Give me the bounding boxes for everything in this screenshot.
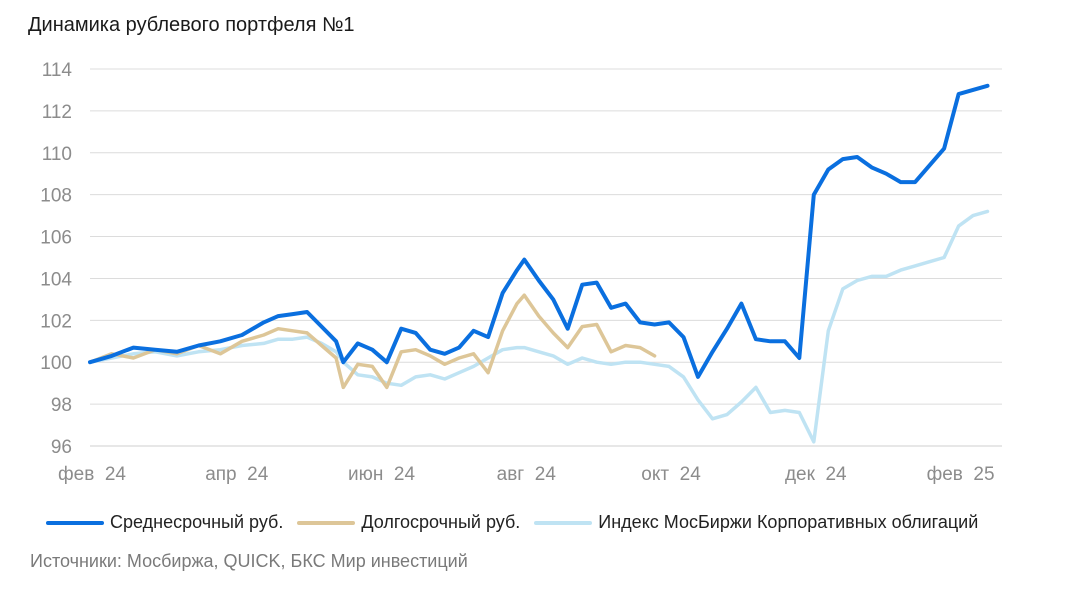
y-tick-label: 114: [42, 60, 73, 81]
legend-item-corp-bond-index: Индекс МосБиржи Корпоративных облигаций: [534, 512, 978, 533]
x-tick-label: фев 25: [927, 464, 995, 485]
legend-swatch-corp-bond-index: [534, 520, 593, 525]
legend-label-long-term: Долгосрочный руб.: [361, 512, 521, 532]
series-lines: [88, 83, 990, 444]
y-tick-label: 102: [40, 311, 72, 332]
legend-label-medium-term: Среднесрочный руб.: [110, 512, 284, 532]
y-tick-label: 106: [40, 228, 72, 249]
legend-swatch-medium-term: [46, 520, 104, 525]
chart-title: Динамика рублевого портфеля №1: [28, 14, 355, 36]
x-axis-ticks: фев 24 апр 24 июн 24 авг 24 окт 24 дек 24 фев …: [58, 464, 995, 485]
legend: Среднесрочный руб. Долгосрочный руб. Инд…: [46, 512, 992, 533]
legend-item-medium-term: Среднесрочный руб.: [46, 512, 283, 533]
y-tick-label: 112: [42, 102, 72, 123]
x-tick-label: апр 24: [205, 464, 269, 485]
series-line-corp-bond-index: [88, 209, 990, 444]
y-tick-label: 110: [42, 144, 72, 165]
legend-item-long-term: Долгосрочный руб.: [297, 512, 520, 533]
y-tick-label: 104: [40, 269, 72, 290]
source-note: Источники: Мосбиржа, QUICK, БКС Мир инве…: [30, 551, 468, 571]
x-tick-label: окт 24: [641, 464, 701, 485]
y-axis-ticks: 96 98 100 102 104 106 108 110 112 114: [40, 60, 72, 458]
x-tick-label: июн 24: [348, 464, 415, 485]
y-tick-label: 96: [51, 437, 72, 458]
x-tick-label: дек 24: [785, 464, 847, 485]
y-tick-label: 108: [40, 186, 72, 207]
legend-label-corp-bond-index: Индекс МосБиржи Корпоративных облигаций: [598, 512, 979, 532]
y-tick-label: 98: [51, 395, 72, 416]
y-tick-label: 100: [40, 353, 72, 374]
gridlines: [90, 68, 1002, 447]
x-tick-label: авг 24: [497, 464, 557, 485]
series-line-long-term: [88, 293, 657, 390]
legend-swatch-long-term: [297, 520, 356, 525]
series-line-medium-term: [88, 83, 990, 379]
x-tick-label: фев 24: [58, 464, 126, 485]
